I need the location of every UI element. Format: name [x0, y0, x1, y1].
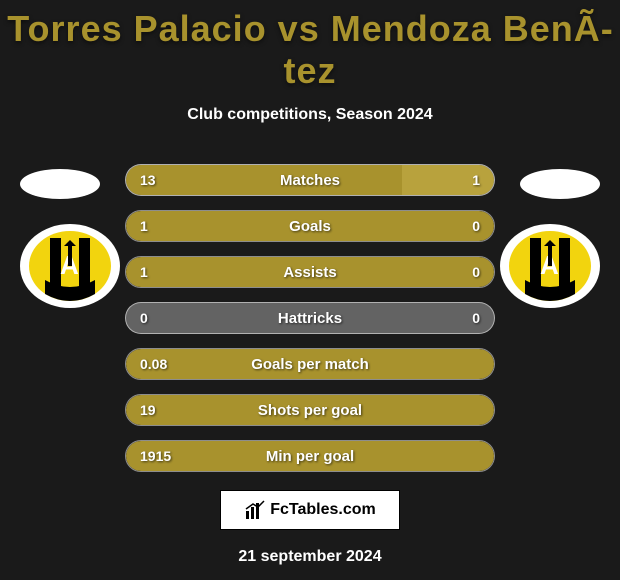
stat-value-right: 0	[472, 310, 480, 326]
stat-value-left: 1	[140, 218, 148, 234]
stat-label: Shots per goal	[126, 402, 494, 419]
stat-row: Min per goal1915	[125, 440, 495, 472]
chart-icon	[244, 499, 266, 521]
stat-value-left: 1	[140, 264, 148, 280]
stat-row: Shots per goal19	[125, 394, 495, 426]
footer-brand-text: FcTables.com	[270, 501, 376, 519]
stat-value-right: 0	[472, 264, 480, 280]
stat-value-left: 1915	[140, 448, 171, 464]
stat-label: Assists	[126, 264, 494, 281]
stat-value-right: 1	[472, 172, 480, 188]
footer-brand-logo: FcTables.com	[220, 490, 400, 530]
player-photo-placeholder-left	[20, 169, 100, 199]
stat-value-right: 0	[472, 218, 480, 234]
stat-label: Min per goal	[126, 448, 494, 465]
stat-label: Matches	[126, 172, 494, 189]
club-badge-left: A	[20, 224, 120, 309]
stat-bars-container: Matches131Goals10Assists10Hattricks00Goa…	[125, 164, 495, 472]
comparison-date: 21 september 2024	[0, 548, 620, 566]
player-photo-placeholder-right	[520, 169, 600, 199]
club-badge-right: A	[500, 224, 600, 309]
stat-row: Goals per match0.08	[125, 348, 495, 380]
comparison-subtitle: Club competitions, Season 2024	[0, 106, 620, 124]
stat-label: Goals per match	[126, 356, 494, 373]
comparison-title: Torres Palacio vs Mendoza BenÃ­tez	[0, 0, 620, 92]
stat-row: Matches13 1	[125, 164, 495, 196]
stat-row: Hattricks0 0	[125, 302, 495, 334]
stat-label: Goals	[126, 218, 494, 235]
stat-value-left: 13	[140, 172, 156, 188]
stat-row: Assists1 0	[125, 256, 495, 288]
stat-value-left: 19	[140, 402, 156, 418]
stat-value-left: 0	[140, 310, 148, 326]
stat-value-left: 0.08	[140, 356, 167, 372]
stat-label: Hattricks	[126, 310, 494, 327]
comparison-main: A A Matches131Goals10Assists10Hattricks0…	[0, 164, 620, 472]
stat-row: Goals1 0	[125, 210, 495, 242]
